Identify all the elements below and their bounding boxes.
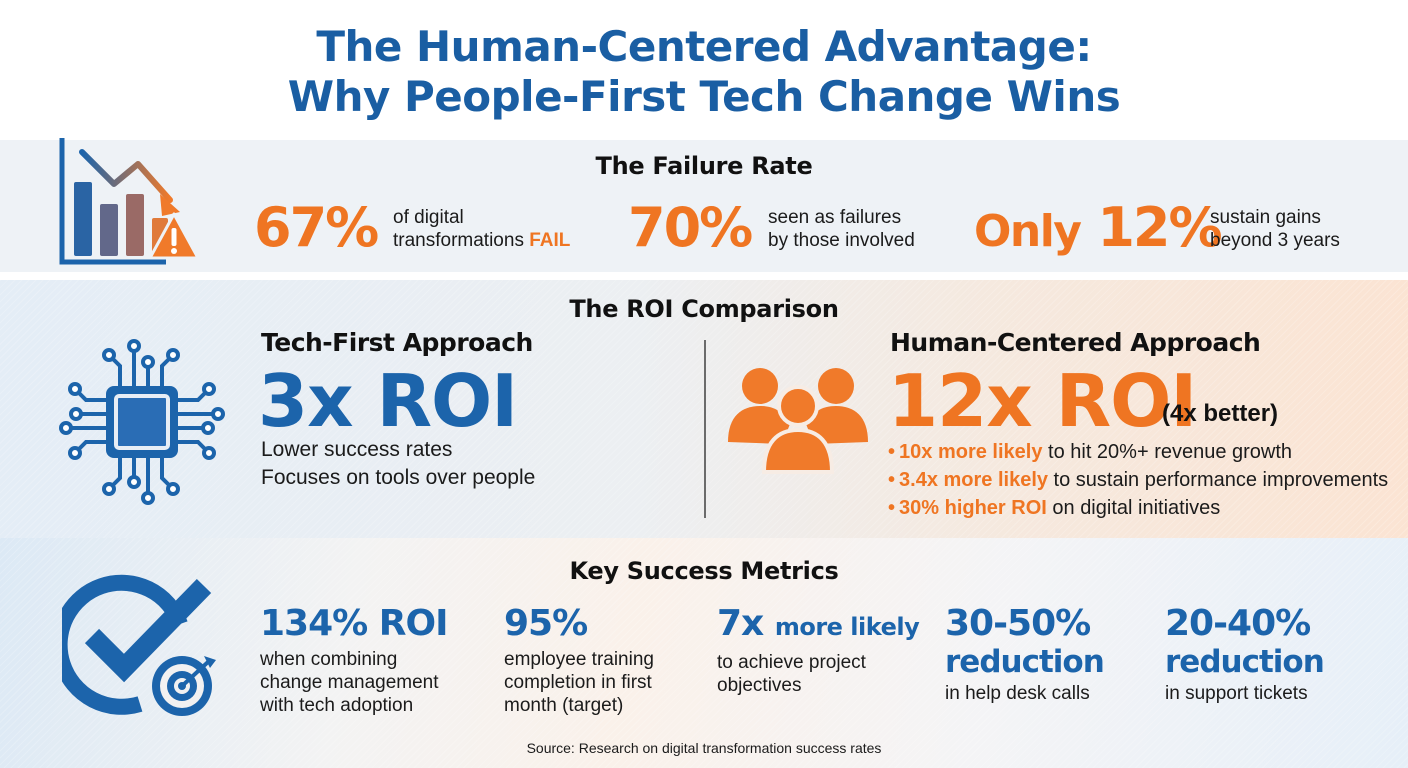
bullet-text: on digital initiatives <box>1046 497 1221 519</box>
bullet-highlight: 30% higher ROI <box>899 497 1047 519</box>
source-note: Source: Research on digital transformati… <box>526 740 882 756</box>
people-group-icon <box>728 368 868 474</box>
bullet-highlight: 3.4x more likely <box>899 469 1048 491</box>
metric-7x: 7x more likely to achieve project object… <box>717 603 920 697</box>
metric-30-50: 30-50% reduction in help desk calls <box>945 603 1105 705</box>
stat-67-value: 67% <box>254 196 379 259</box>
metric-95-desc: employee training completion in first mo… <box>504 648 654 717</box>
metric-7x-value: 7x more likely <box>717 603 920 647</box>
metric-30-50-value: 30-50% <box>945 603 1091 644</box>
page-title-line-2: Why People-First Tech Change Wins <box>287 72 1121 121</box>
stat-67-desc-text: transformations <box>393 230 524 251</box>
stat-12-desc: sustain gains beyond 3 years <box>1210 206 1340 252</box>
desc-line: when combining <box>260 649 398 670</box>
bullet-item: • 3.4x more likely to sustain performance… <box>888 469 1389 491</box>
stat-70-value: 70% <box>628 196 753 259</box>
metric-134-desc: when combining change management with te… <box>260 648 447 717</box>
human-centered-bullets: • 10x more likely to hit 20%+ revenue gro… <box>888 438 1388 522</box>
stat-12-number: 12% <box>1097 196 1222 259</box>
stat-12-value: Only 12% <box>974 196 1223 262</box>
checkmark-target-icon <box>62 574 216 716</box>
desc-line: to achieve project <box>717 652 866 673</box>
roi-divider <box>704 340 706 518</box>
metric-30-50-label: reduction <box>945 644 1105 680</box>
roi-comparison-heading: The ROI Comparison <box>569 295 839 323</box>
key-metrics-heading: Key Success Metrics <box>569 557 839 585</box>
desc-line: completion in first <box>504 672 652 693</box>
bullet-item: • 30% higher ROI on digital initiatives <box>888 497 1221 519</box>
desc-line: employee training <box>504 649 654 670</box>
stat-67-desc-line2: transformations FAIL <box>393 229 570 252</box>
metric-20-40: 20-40% reduction in support tickets <box>1165 603 1325 705</box>
tech-first-desc-line2: Focuses on tools over people <box>261 466 536 489</box>
title-block: The Human-Centered Advantage: Why People… <box>0 0 1408 138</box>
human-centered-roi: 12x ROI <box>888 359 1197 443</box>
bullet-text: to hit 20%+ revenue growth <box>1042 441 1293 463</box>
tech-first-title: Tech-First Approach <box>261 328 533 357</box>
metric-20-40-label: reduction <box>1165 644 1325 680</box>
bullet-item: • 10x more likely to hit 20%+ revenue gro… <box>888 441 1293 463</box>
stat-70-desc: seen as failures by those involved <box>768 206 915 252</box>
section-divider <box>0 272 1408 280</box>
metric-7x-desc: to achieve project objectives <box>717 651 919 697</box>
stat-12-prefix: Only <box>974 206 1082 257</box>
metric-7x-suffix: more likely <box>774 613 920 641</box>
stat-70-desc-line1: seen as failures <box>768 207 902 228</box>
tech-first-roi: 3x ROI <box>258 359 518 443</box>
metric-95-value: 95% <box>504 603 588 644</box>
stat-70-desc-line2: by those involved <box>768 230 915 251</box>
failure-rate-heading: The Failure Rate <box>595 152 813 180</box>
desc-line: with tech adoption <box>260 695 414 716</box>
stat-12-desc-line2: beyond 3 years <box>1210 230 1340 251</box>
desc-line: objectives <box>717 675 802 696</box>
metric-20-40-desc: in support tickets <box>1165 683 1308 704</box>
stat-67-desc: of digital transformations FAIL <box>393 206 570 252</box>
human-centered-title: Human-Centered Approach <box>890 328 1261 357</box>
microchip-icon <box>59 339 225 505</box>
metric-30-50-desc: in help desk calls <box>945 683 1090 704</box>
declining-chart-warning-icon <box>59 138 200 265</box>
metric-95: 95% employee training completion in firs… <box>504 604 654 717</box>
bullet-highlight: 10x more likely <box>899 441 1043 463</box>
desc-line: month (target) <box>504 695 624 716</box>
metric-134-roi: 134% ROI when combining change managemen… <box>260 603 448 717</box>
metric-134-value: 134% ROI <box>260 603 448 644</box>
desc-line: change management <box>260 672 439 693</box>
stat-67-desc-line1: of digital <box>393 207 464 228</box>
tech-first-desc: Lower success rates Focuses on tools ove… <box>261 436 535 492</box>
fail-emphasis: FAIL <box>529 230 571 251</box>
metric-20-40-value: 20-40% <box>1165 603 1311 644</box>
bullet-text: to sustain performance improvements <box>1048 469 1389 491</box>
metric-7x-number: 7x <box>717 603 764 644</box>
stat-12-desc-line1: sustain gains <box>1210 207 1321 228</box>
page-title-line-1: The Human-Centered Advantage: <box>316 22 1092 71</box>
tech-first-desc-line1: Lower success rates <box>261 438 453 461</box>
failure-rate-section <box>0 140 1408 272</box>
human-centered-note: (4x better) <box>1162 400 1279 427</box>
